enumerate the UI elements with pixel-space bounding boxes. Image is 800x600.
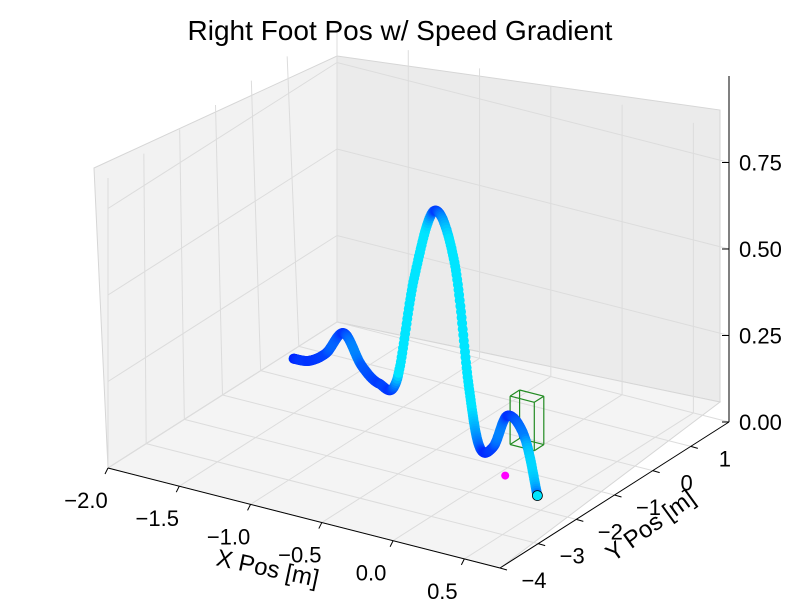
x-axis-line [107, 467, 501, 569]
grid-line-y-floor [184, 418, 577, 520]
chart-title: Right Foot Pos w/ Speed Gradient [188, 15, 613, 46]
grid-line-z [107, 61, 730, 209]
bounding-box-edge [519, 389, 544, 397]
x-tick-mark [175, 485, 180, 493]
start-marker [501, 471, 510, 480]
z-tick-label: 0.50 [739, 237, 782, 262]
y-tick-mark [652, 470, 660, 474]
grid-line-z [107, 148, 730, 296]
bounding-box-edge [533, 444, 545, 452]
y-tick-label: 1 [719, 446, 731, 471]
end-marker [532, 490, 543, 502]
y-tick-mark [576, 518, 584, 522]
grid-line-y-wall [143, 153, 147, 444]
bounding-box-edge [509, 437, 520, 446]
x-tick-mark [460, 558, 465, 566]
y-tick-label: −2 [598, 519, 623, 544]
y-tick-mark [499, 567, 508, 571]
x-tick-label: −2.0 [64, 488, 107, 513]
grid-line-y-wall [250, 80, 262, 371]
x-tick-mark [318, 522, 323, 529]
x-tick-label: 0.0 [356, 561, 387, 586]
grid-line-y-wall [179, 129, 185, 420]
grid-line-y-floor [146, 443, 539, 545]
x-tick-mark [389, 540, 394, 547]
axes: −2.0 −1.5 −1.0 −0.5 0.0 0.5 −4 −3 −2 −1 0 1 0.00 0.25… [64, 76, 782, 600]
y-tick-label: −3 [560, 544, 585, 569]
y-tick-label: −1 [636, 495, 661, 520]
bounding-box-edge [509, 389, 520, 397]
x-tick-label: −0.5 [278, 543, 321, 568]
grid-line-z [107, 321, 730, 469]
y-tick-mark [538, 543, 546, 547]
y-tick-label: −4 [521, 568, 546, 593]
trajectory [288, 205, 543, 501]
x-tick-mark [104, 467, 109, 475]
bounding-box-edge [509, 395, 535, 403]
z-tick-label: 0.00 [739, 410, 782, 435]
x-tick-label: 0.5 [427, 579, 458, 600]
grid-line-y-wall [286, 56, 300, 347]
y-tick-label: 0 [681, 471, 693, 496]
x-tick-label: −1.0 [207, 524, 250, 549]
x-tick-label: −1.5 [136, 506, 179, 531]
bounding-box-edge [533, 395, 545, 403]
grid-line-y-floor [260, 370, 653, 472]
grid-line-y-floor [222, 394, 615, 496]
z-tick-label: 0.25 [739, 324, 782, 349]
z-tick-label: 0.75 [739, 151, 782, 176]
x-tick-mark [247, 504, 251, 511]
y-tick-mark [614, 494, 622, 498]
grid-line-y-wall [215, 104, 223, 396]
grid-line-z [107, 234, 730, 382]
y-tick-mark [690, 445, 698, 449]
